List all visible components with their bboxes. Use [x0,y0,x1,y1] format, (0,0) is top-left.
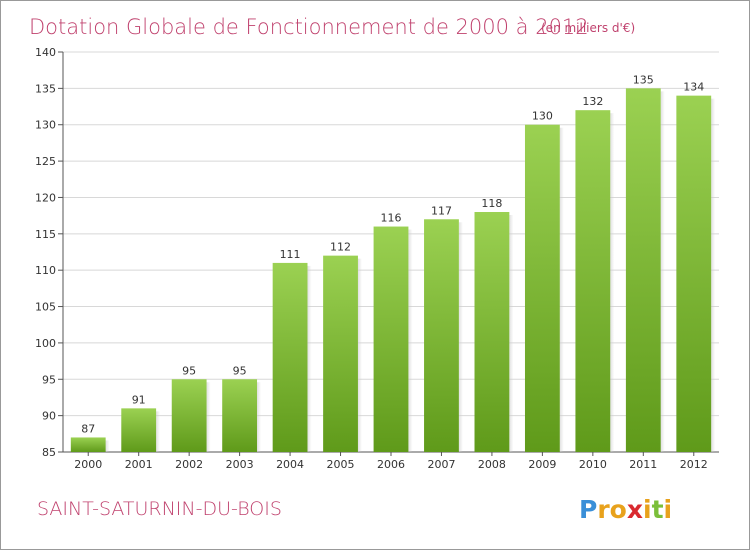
bar-2000 [70,437,106,452]
y-tick-label: 125 [35,155,56,168]
x-tick-label: 2008 [478,458,506,471]
bar-2003 [222,379,258,452]
bar-shadow [509,215,514,452]
bars [70,88,716,453]
data-label: 130 [532,110,553,123]
y-tick-label: 130 [35,119,56,132]
brand-letter: P [579,495,597,524]
bar-shadow [408,229,413,452]
data-label: 118 [481,197,502,210]
bar-2002 [171,379,207,452]
x-tick-label: 2005 [327,458,355,471]
x-tick-label: 2006 [377,458,405,471]
x-tick-labels: 2000 2001 2002 2003 2004 2005 2006 2007 2008 2009… [74,452,708,471]
x-tick-label: 2002 [175,458,203,471]
bar-2012 [676,95,712,453]
data-label: 132 [582,95,603,108]
bar-shadow [610,113,615,452]
y-tick-label: 105 [35,301,56,314]
data-label: 91 [132,393,146,406]
y-tick-label: 120 [35,191,56,204]
bar-2010 [575,110,611,452]
y-tick-label: 100 [35,337,56,350]
bar-shadow [307,265,312,452]
brand-letter: r [597,495,610,524]
brand-letter: i [664,495,673,524]
proxiti-logo: Proxiti [579,495,672,524]
data-label: 95 [233,364,247,377]
x-tick-label: 2000 [74,458,102,471]
bar-2006 [373,226,409,452]
x-tick-label: 2003 [226,458,254,471]
data-label: 111 [280,248,301,261]
y-tick-label: 115 [35,228,56,241]
bar-2008 [474,212,510,452]
y-tick-label: 140 [35,46,56,59]
bar-shadow [660,91,665,452]
chart-subtitle: (en milliers d'€) [541,21,635,35]
bar-shadow [559,127,564,453]
y-tick-label: 135 [35,82,56,95]
location-name: SAINT-SATURNIN-DU-BOIS [37,498,282,520]
brand-letter: o [610,495,627,524]
brand-letter: x [627,495,643,524]
bar-2009 [524,124,560,453]
brand-letter: i [643,495,652,524]
bar-2005 [323,255,358,452]
y-tick-label: 95 [42,373,56,386]
bar-2004 [272,262,308,452]
y-tick-label: 110 [35,264,56,277]
bar-shadow [105,440,110,452]
chart-title: Dotation Globale de Fonctionnement de 20… [29,15,589,39]
x-tick-label: 2010 [579,458,607,471]
data-label: 117 [431,204,452,217]
data-label: 135 [633,73,654,86]
data-label: 134 [683,81,704,94]
data-label: 87 [81,422,95,435]
bar-shadow [206,382,211,452]
bar-2011 [625,88,661,452]
y-tick-label: 90 [42,410,56,423]
data-label: 116 [381,212,402,225]
bar-shadow [357,258,362,452]
y-tick-label: 85 [42,446,56,459]
x-tick-label: 2011 [629,458,657,471]
x-tick-label: 2009 [528,458,556,471]
brand-letter: t [652,495,664,524]
x-tick-label: 2007 [427,458,455,471]
data-labels: 87 91 95 95 111 112 116 117 118 130 132 135 134 [81,73,704,435]
bar-shadow [257,382,262,452]
bar-shadow [458,222,463,452]
data-label: 95 [182,364,196,377]
y-tick-labels: 85 90 95 100 105 110 115 120 125 130 135 140 [35,46,56,459]
bar-shadow [156,411,161,452]
bar-2001 [121,408,157,452]
bar-2007 [424,219,459,452]
x-tick-label: 2001 [125,458,153,471]
x-tick-label: 2004 [276,458,304,471]
x-tick-label: 2012 [680,458,708,471]
bar-shadow [711,98,716,453]
data-label: 112 [330,241,351,254]
